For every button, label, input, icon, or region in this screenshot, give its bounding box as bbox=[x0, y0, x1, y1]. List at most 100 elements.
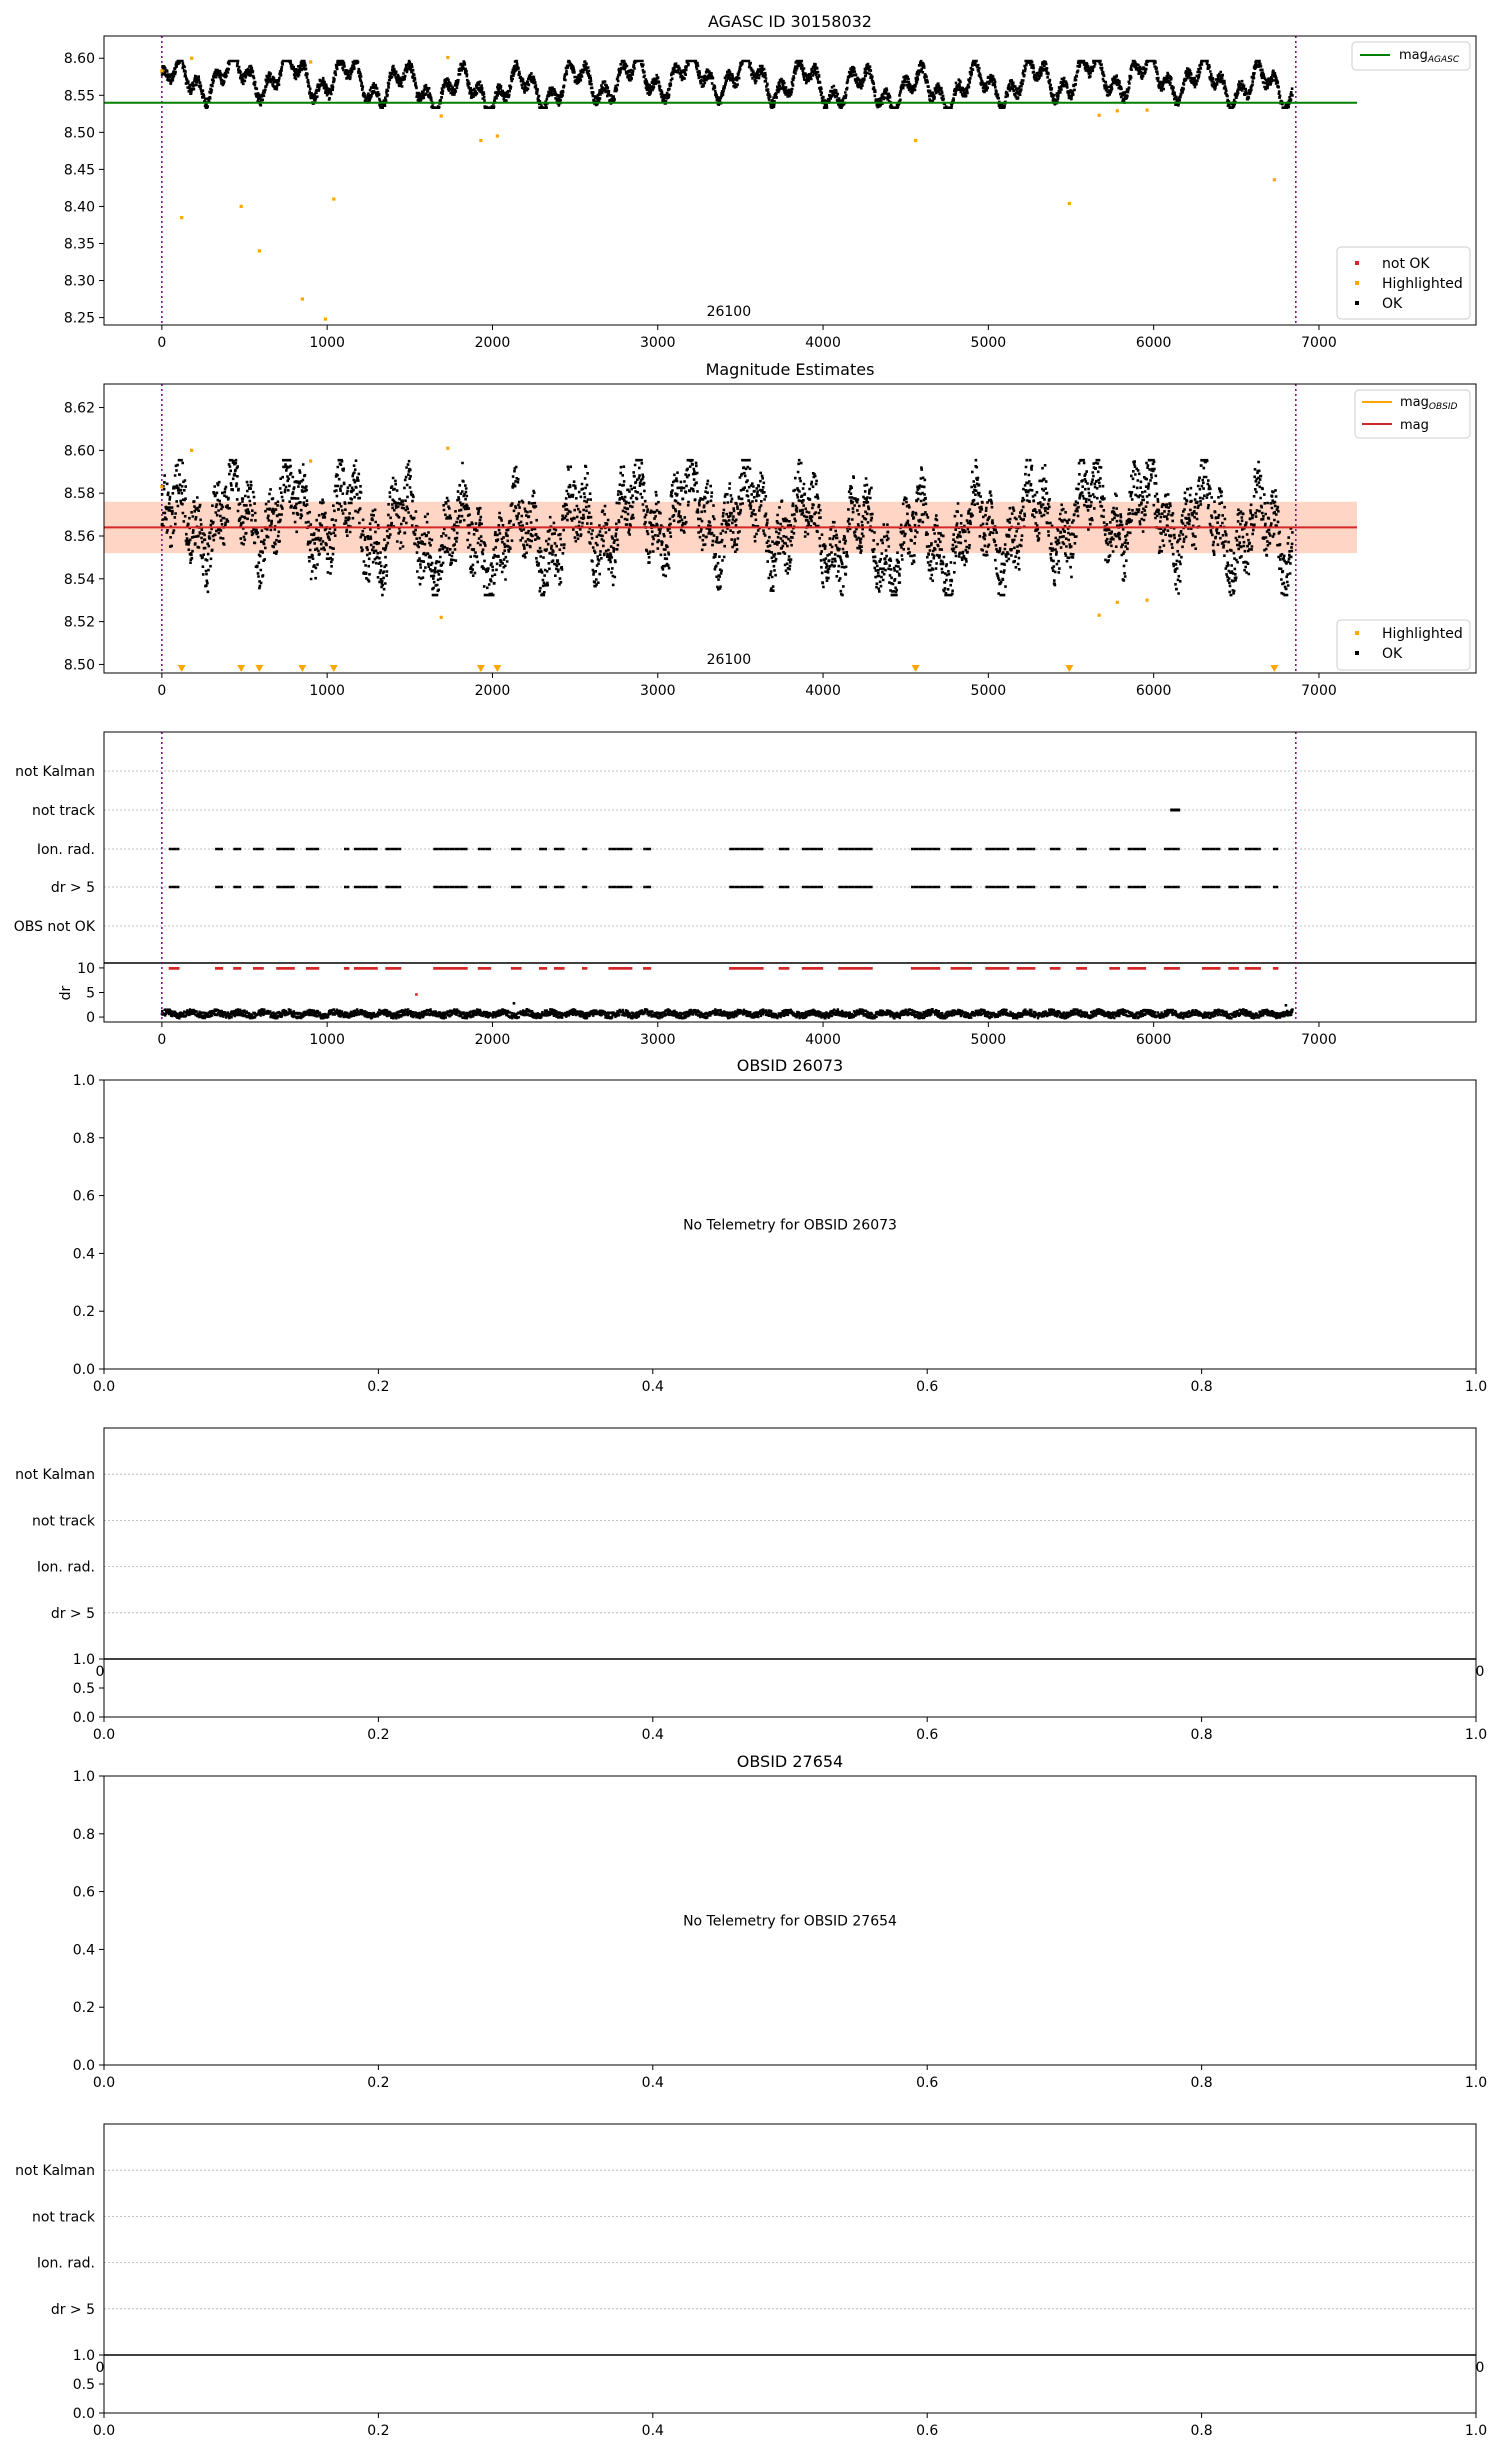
flag-category-label: Ion. rad. bbox=[37, 2256, 95, 2272]
x-tick-label: 4000 bbox=[805, 1032, 841, 1048]
y-tick-label: 0 bbox=[86, 1010, 95, 1026]
highlighted-point bbox=[914, 138, 918, 143]
axes-frame bbox=[103, 1427, 1477, 1718]
y-tick-label: 8.56 bbox=[64, 529, 95, 545]
axes-frame bbox=[103, 35, 1477, 326]
x-tick-label: 1.0 bbox=[1465, 1727, 1487, 1743]
x-tick-label: 6000 bbox=[1136, 683, 1172, 699]
clipped-marker bbox=[911, 665, 920, 672]
panel-title: OBSID 26073 bbox=[737, 1056, 843, 1075]
legend-lower bbox=[1336, 246, 1471, 320]
y-tick-label: 1.0 bbox=[73, 2348, 95, 2364]
clipped-marker bbox=[329, 665, 338, 672]
y-tick-label: 0.2 bbox=[73, 1304, 95, 1320]
highlighted-point bbox=[439, 114, 443, 118]
flag-category-label: dr > 5 bbox=[51, 1606, 95, 1622]
x-tick-label: 1.0 bbox=[1465, 1379, 1487, 1395]
clipped-marker bbox=[1065, 665, 1074, 672]
highlighted-point bbox=[1097, 113, 1101, 117]
obsid-annotation: 26100 bbox=[707, 304, 752, 320]
x-tick-label: 2000 bbox=[475, 335, 511, 351]
x-tick-label: 0.8 bbox=[1190, 1379, 1212, 1395]
y-tick-label: 10 bbox=[77, 961, 95, 977]
highlighted-point bbox=[323, 317, 328, 321]
highlighted-point bbox=[1145, 598, 1149, 602]
x-tick-label: 4000 bbox=[805, 335, 841, 351]
y-tick-label: 0.5 bbox=[73, 1681, 95, 1697]
dr-outlier-point bbox=[1284, 1003, 1288, 1007]
x-tick-label: 7000 bbox=[1301, 683, 1337, 699]
x-tick-label: 7000 bbox=[1301, 1032, 1337, 1048]
ion-rad-points bbox=[168, 847, 1279, 851]
x-tick-label: 0.2 bbox=[367, 1379, 389, 1395]
y-tick-label: 0.8 bbox=[73, 1827, 95, 1843]
legend-obsid-label: magOBSID bbox=[1400, 395, 1458, 412]
x-tick-label: 0.4 bbox=[642, 1727, 664, 1743]
dr-axis-label: dr bbox=[58, 985, 74, 1000]
y-tick-label: 8.30 bbox=[64, 274, 95, 290]
highlighted-point bbox=[160, 69, 164, 73]
panel-agasc: AGASC ID 30158032 0 1000 2000 3000 4000 5000 60… bbox=[64, 12, 1477, 351]
y-tick-label: 0.0 bbox=[73, 1362, 95, 1378]
dr-outlier-point bbox=[415, 993, 418, 996]
x-tick-label: 5000 bbox=[971, 683, 1007, 699]
axes-frame bbox=[103, 1079, 1477, 1370]
corner-tick-label: 0 bbox=[1476, 2360, 1485, 2376]
x-tick-label: 0 bbox=[157, 683, 166, 699]
x-tick-label: 4000 bbox=[805, 683, 841, 699]
x-tick-label: 3000 bbox=[640, 683, 676, 699]
legend-swatch bbox=[1355, 261, 1359, 265]
highlighted-point bbox=[1115, 109, 1119, 113]
panel-title: OBSID 27654 bbox=[737, 1752, 843, 1771]
panel-title: AGASC ID 30158032 bbox=[708, 12, 872, 31]
y-tick-label: 8.45 bbox=[64, 162, 95, 178]
legend-swatch bbox=[1355, 281, 1359, 285]
flag-category-label: dr > 5 bbox=[51, 2302, 95, 2318]
panel-flags: not Kalman not track Ion. rad. dr > 5 OBS no… bbox=[14, 731, 1477, 1048]
corner-tick-label: 0 bbox=[1476, 1664, 1485, 1680]
highlighted-point bbox=[257, 249, 261, 253]
x-tick-label: 0.6 bbox=[916, 2075, 938, 2091]
y-tick-label: 8.50 bbox=[64, 657, 95, 673]
x-tick-label: 0.0 bbox=[93, 2075, 115, 2091]
highlighted-point bbox=[332, 197, 336, 201]
x-tick-label: 0.0 bbox=[93, 1727, 115, 1743]
x-tick-label: 1000 bbox=[309, 683, 345, 699]
dr-red-points bbox=[168, 967, 1279, 970]
y-tick-label: 0.5 bbox=[73, 2377, 95, 2393]
legend-swatch bbox=[1355, 631, 1359, 635]
y-tick-label: 1.0 bbox=[73, 1769, 95, 1785]
legend-label: Highlighted bbox=[1382, 276, 1463, 292]
highlighted-point bbox=[190, 56, 194, 60]
y-tick-label: 0.4 bbox=[73, 1246, 95, 1262]
y-tick-label: 0.2 bbox=[73, 2000, 95, 2016]
y-tick-label: 8.50 bbox=[64, 125, 95, 141]
highlighted-point bbox=[309, 459, 313, 463]
highlighted-point bbox=[439, 615, 443, 619]
panel-obsid-26073: OBSID 26073 0.0 0.2 0.4 0.6 0.8 1.0 0.0 0.2 0.4 0.… bbox=[73, 1056, 1487, 1395]
axes-frame bbox=[103, 731, 1477, 1023]
flag-category-label: not track bbox=[32, 803, 96, 819]
highlighted-point bbox=[160, 485, 164, 489]
clipped-marker bbox=[476, 665, 485, 672]
x-tick-label: 5000 bbox=[971, 1032, 1007, 1048]
clipped-marker bbox=[1270, 665, 1279, 672]
highlighted-point bbox=[309, 60, 313, 64]
flag-category-label: OBS not OK bbox=[14, 919, 96, 935]
dr-points bbox=[160, 1008, 1294, 1020]
x-tick-label: 0.8 bbox=[1190, 1727, 1212, 1743]
highlighted-point bbox=[1272, 178, 1276, 182]
y-tick-label: 1.0 bbox=[73, 1652, 95, 1668]
highlighted-point bbox=[479, 138, 483, 143]
panel-obsid-27654: OBSID 27654 0.0 0.2 0.4 0.6 0.8 1.0 0.0 0.2 0.4 0.… bbox=[73, 1752, 1487, 2091]
corner-tick-label: 0 bbox=[96, 2360, 105, 2376]
x-tick-label: 0.2 bbox=[367, 2075, 389, 2091]
y-tick-label: 8.58 bbox=[64, 486, 95, 502]
legend-label: Highlighted bbox=[1382, 626, 1463, 642]
x-tick-label: 0.0 bbox=[93, 1379, 115, 1395]
y-tick-label: 8.55 bbox=[64, 88, 95, 104]
y-tick-label: 8.52 bbox=[64, 615, 95, 631]
y-tick-label: 5 bbox=[86, 986, 95, 1002]
